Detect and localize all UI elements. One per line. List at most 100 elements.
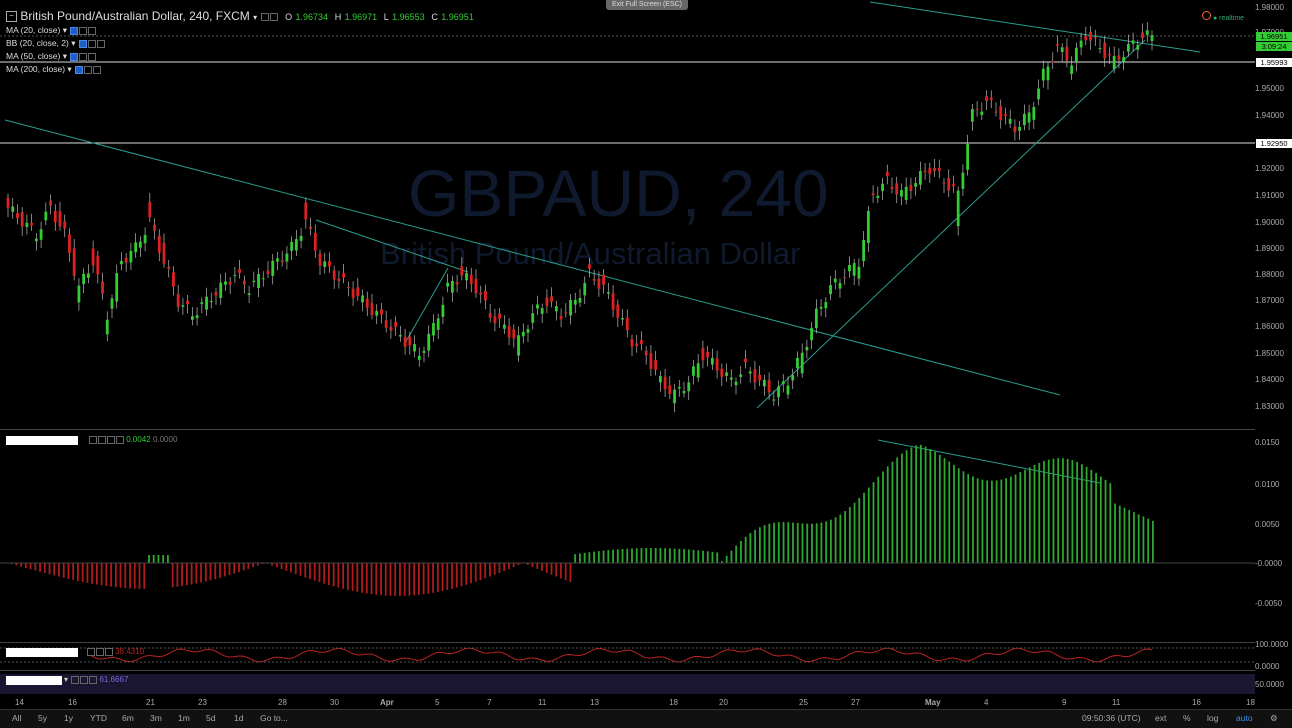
timeframe-button[interactable]: 3m: [150, 713, 162, 723]
macd-bar: [693, 550, 695, 563]
macd-bar: [854, 503, 856, 563]
timeframe-button[interactable]: 5y: [38, 713, 47, 723]
candle-down: [215, 292, 218, 296]
macd-bar: [1005, 478, 1007, 563]
time-axis-label: 20: [719, 698, 728, 707]
candle-down: [843, 277, 846, 278]
macd-bar: [1067, 459, 1069, 563]
clock[interactable]: 09:50:36 (UTC): [1082, 713, 1141, 723]
macd-bar: [929, 449, 931, 563]
candle-down: [167, 267, 170, 269]
macd-bar: [811, 524, 813, 563]
eye-icon[interactable]: [96, 648, 104, 656]
macd-bar: [650, 548, 652, 563]
macd-bar: [797, 523, 799, 563]
timeframe-button[interactable]: 1y: [64, 713, 73, 723]
candle-up: [1042, 69, 1045, 81]
candle-down: [550, 296, 553, 301]
macd-bar: [352, 563, 354, 591]
candle-down: [768, 380, 771, 392]
macd-bar: [366, 563, 368, 594]
candle-down: [664, 377, 667, 389]
time-axis-label: 14: [15, 698, 24, 707]
price-axis-label: 1.98000: [1255, 3, 1292, 12]
macd-bar: [825, 521, 827, 563]
ext-toggle[interactable]: ext: [1155, 713, 1166, 723]
macd-bar: [1114, 504, 1116, 563]
candle-up: [503, 325, 506, 329]
candle-up: [271, 261, 274, 276]
macd-bar: [58, 563, 60, 577]
macd-bar: [764, 525, 766, 563]
timeframe-button[interactable]: All: [12, 713, 21, 723]
candle-up: [919, 171, 922, 185]
pane-separator-2[interactable]: [0, 642, 1255, 643]
macd-bar: [456, 563, 458, 588]
candle-down: [163, 243, 166, 264]
timeframe-button[interactable]: YTD: [90, 713, 107, 723]
macd-bar: [1024, 470, 1026, 563]
close-icon[interactable]: [116, 436, 124, 444]
candle-up: [692, 366, 695, 375]
time-axis-label: 5: [435, 698, 439, 707]
macd-bar: [105, 563, 107, 586]
osc2-band: [0, 674, 1255, 694]
auto-toggle[interactable]: auto: [1236, 713, 1253, 723]
pane-separator-1[interactable]: [0, 429, 1255, 430]
candle-up: [427, 334, 430, 351]
timeframe-button[interactable]: 5d: [206, 713, 215, 723]
candle-down: [995, 112, 998, 113]
time-axis-label: 28: [278, 698, 287, 707]
macd-bar: [281, 563, 283, 569]
candle-down: [990, 98, 993, 100]
macd-bar: [532, 563, 534, 567]
eye-icon[interactable]: [98, 436, 106, 444]
settings-icon[interactable]: [71, 676, 79, 684]
timeframe-button[interactable]: 1m: [178, 713, 190, 723]
settings-icon[interactable]: [89, 436, 97, 444]
candle-down: [479, 292, 482, 294]
candle-down: [92, 249, 95, 266]
candle-down: [319, 254, 322, 266]
pane-separator-3[interactable]: [0, 670, 1255, 671]
candle-up: [824, 302, 827, 308]
macd-bar: [551, 563, 553, 575]
timeframe-button[interactable]: Go to...: [260, 713, 288, 723]
candle-down: [631, 339, 634, 347]
price-axis-label: 1.92000: [1255, 164, 1292, 173]
candle-down: [342, 273, 345, 278]
macd-bar: [546, 563, 548, 573]
timeframe-button[interactable]: 6m: [122, 713, 134, 723]
candle-down: [394, 322, 397, 327]
close-icon[interactable]: [89, 676, 97, 684]
close-icon[interactable]: [105, 648, 113, 656]
settings-icon[interactable]: [87, 648, 95, 656]
macd-bar: [740, 541, 742, 563]
trendline-short: [316, 220, 468, 272]
candle-up: [867, 211, 870, 243]
candle-down: [626, 318, 629, 330]
timeframe-button[interactable]: 1d: [234, 713, 243, 723]
eye-icon[interactable]: [80, 676, 88, 684]
macd-bar: [437, 563, 439, 592]
macd-bar: [295, 563, 297, 574]
chart-canvas[interactable]: [0, 0, 1255, 709]
percent-toggle[interactable]: %: [1183, 713, 1191, 723]
macd-bar: [754, 530, 756, 563]
macd-bar: [920, 445, 922, 563]
macd-bar: [39, 563, 41, 572]
eye-icon[interactable]: [107, 436, 115, 444]
macd-bar: [252, 563, 254, 567]
osc2-value: 61.6667: [99, 675, 128, 684]
settings-gear-icon[interactable]: ⚙: [1270, 713, 1278, 724]
candle-down: [475, 279, 478, 294]
candle-down: [1089, 32, 1092, 41]
trendline-support: [757, 40, 1145, 408]
candle-up: [541, 308, 544, 314]
macd-bar: [300, 563, 302, 576]
candle-up: [820, 307, 823, 309]
macd-axis-1: 0.0100: [1255, 480, 1292, 489]
log-toggle[interactable]: log: [1207, 713, 1218, 723]
candle-up: [130, 251, 133, 262]
candle-down: [125, 258, 128, 263]
